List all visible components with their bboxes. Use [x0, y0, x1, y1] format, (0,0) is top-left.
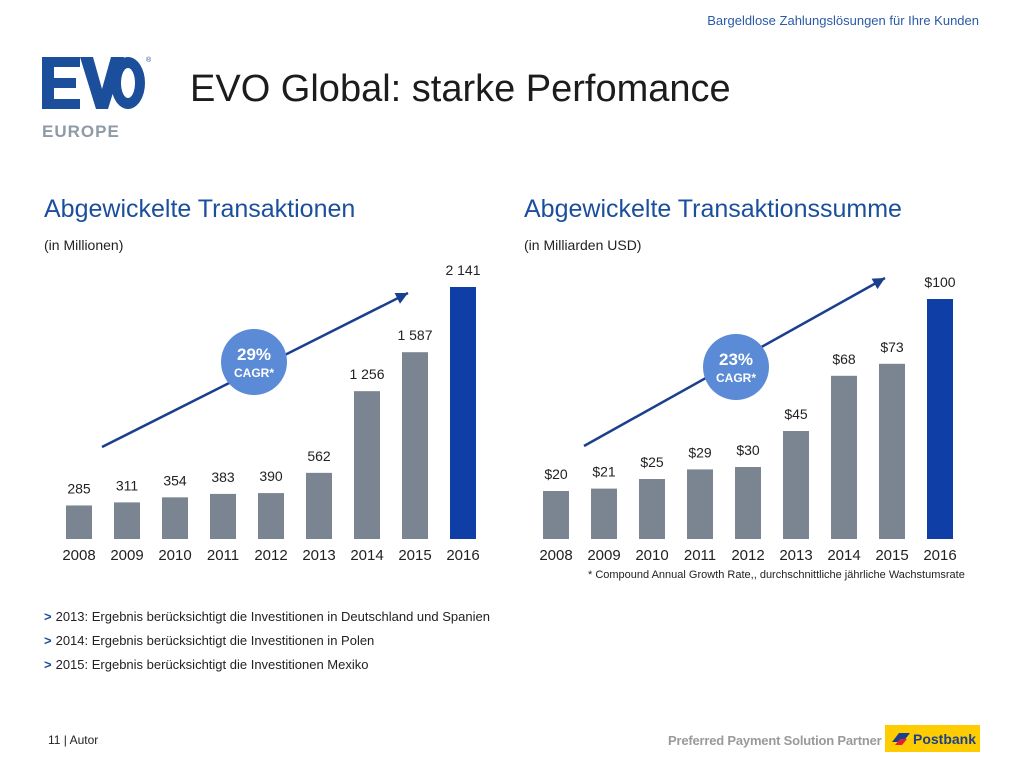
x-tick-2013: 2013	[779, 547, 812, 564]
chart-title-volume: Abgewickelte Transaktionssumme	[524, 195, 902, 223]
bar-2009	[591, 488, 617, 539]
footnote: * Compound Annual Growth Rate,, durchsch…	[588, 569, 965, 581]
partner-text: Preferred Payment Solution Partner for	[668, 733, 902, 748]
x-tick-2014: 2014	[827, 547, 860, 564]
data-label-2010: 354	[163, 472, 187, 488]
data-label-2016: 2 141	[445, 262, 480, 278]
svg-text:EUROPE: EUROPE	[42, 122, 120, 141]
postbank-logo: Postbank	[885, 725, 980, 752]
x-tick-2009: 2009	[587, 547, 620, 564]
data-label-2014: $68	[832, 351, 856, 367]
bullet-marker: >	[44, 657, 52, 672]
cagr-badge	[221, 329, 287, 395]
data-label-2013: $45	[784, 406, 808, 422]
x-tick-2015: 2015	[875, 547, 908, 564]
x-tick-2010: 2010	[158, 547, 191, 564]
x-tick-2013: 2013	[302, 547, 335, 564]
data-label-2012: 390	[259, 468, 283, 484]
data-label-2015: $73	[880, 339, 904, 355]
data-label-2015: 1 587	[397, 327, 432, 343]
note-text: 2014: Ergebnis berücksichtigt die Invest…	[55, 633, 375, 648]
page-title: EVO Global: starke Perfomance	[190, 68, 731, 110]
svg-text:®: ®	[146, 56, 152, 64]
cagr-value: 29%	[237, 345, 271, 364]
cagr-label: CAGR*	[716, 371, 756, 385]
bar-2011	[210, 493, 236, 539]
bar-2015	[879, 363, 905, 539]
bar-2013	[306, 472, 332, 539]
x-tick-2014: 2014	[350, 547, 383, 564]
bar-2008	[543, 491, 569, 539]
bar-2015	[402, 352, 428, 539]
bar-2011	[687, 469, 713, 539]
data-label-2009: $21	[592, 464, 616, 480]
evo-europe-logo: ® EUROPE	[40, 55, 155, 150]
data-label-2016: $100	[924, 274, 955, 290]
cagr-badge	[703, 334, 769, 400]
bar-2014	[831, 375, 857, 539]
data-label-2008: $20	[544, 466, 568, 482]
data-label-2010: $25	[640, 454, 664, 470]
x-tick-2012: 2012	[731, 547, 764, 564]
bullet-marker: >	[44, 633, 52, 648]
note-item: >2013: Ergebnis berücksichtigt die Inves…	[44, 609, 490, 624]
tagline: Bargeldlose Zahlungslösungen für Ihre Ku…	[707, 13, 979, 28]
cagr-label: CAGR*	[234, 366, 274, 380]
bar-2008	[66, 505, 92, 539]
growth-arrow-head	[871, 278, 885, 290]
x-tick-2015: 2015	[398, 547, 431, 564]
x-tick-2012: 2012	[254, 547, 287, 564]
evo-logo-mark: ® EUROPE	[42, 56, 152, 141]
x-tick-2008: 2008	[539, 547, 572, 564]
data-label-2009: 311	[116, 477, 139, 493]
bar-2010	[162, 497, 188, 539]
bar-2013	[783, 431, 809, 539]
data-label-2012: $30	[736, 442, 760, 458]
note-item: >2015: Ergebnis berücksichtigt die Inves…	[44, 657, 369, 672]
note-text: 2015: Ergebnis berücksichtigt die Invest…	[55, 657, 369, 672]
bar-2009	[114, 502, 140, 539]
postbank-wordmark: Postbank	[913, 731, 977, 747]
chart-subtitle-volume: (in Milliarden USD)	[524, 237, 642, 253]
chart-title-transactions: Abgewickelte Transaktionen	[44, 195, 356, 223]
note-item: >2014: Ergebnis berücksichtigt die Inves…	[44, 633, 374, 648]
data-label-2011: $29	[688, 444, 712, 460]
postbank-horn-icon	[892, 733, 910, 745]
x-tick-2016: 2016	[446, 547, 479, 564]
chart-subtitle-transactions: (in Millionen)	[44, 237, 124, 253]
x-tick-2009: 2009	[110, 547, 143, 564]
x-tick-2011: 2011	[684, 547, 716, 564]
bar-2014	[354, 391, 380, 539]
bar-2012	[258, 493, 284, 539]
x-tick-2008: 2008	[62, 547, 95, 564]
x-tick-2011: 2011	[207, 547, 239, 564]
bullet-marker: >	[44, 609, 52, 624]
cagr-value: 23%	[719, 350, 753, 369]
bar-2016	[450, 287, 476, 539]
page-number: 11 | Autor	[48, 733, 99, 747]
bar-2016	[927, 299, 953, 539]
growth-arrow-head	[394, 293, 408, 304]
x-tick-2010: 2010	[635, 547, 668, 564]
note-text: 2013: Ergebnis berücksichtigt die Invest…	[55, 609, 490, 624]
data-label-2013: 562	[307, 448, 331, 464]
data-label-2008: 285	[67, 480, 91, 496]
data-label-2011: 383	[211, 469, 235, 485]
data-label-2014: 1 256	[349, 366, 384, 382]
bar-2010	[639, 479, 665, 539]
x-tick-2016: 2016	[923, 547, 956, 564]
bar-2012	[735, 467, 761, 539]
